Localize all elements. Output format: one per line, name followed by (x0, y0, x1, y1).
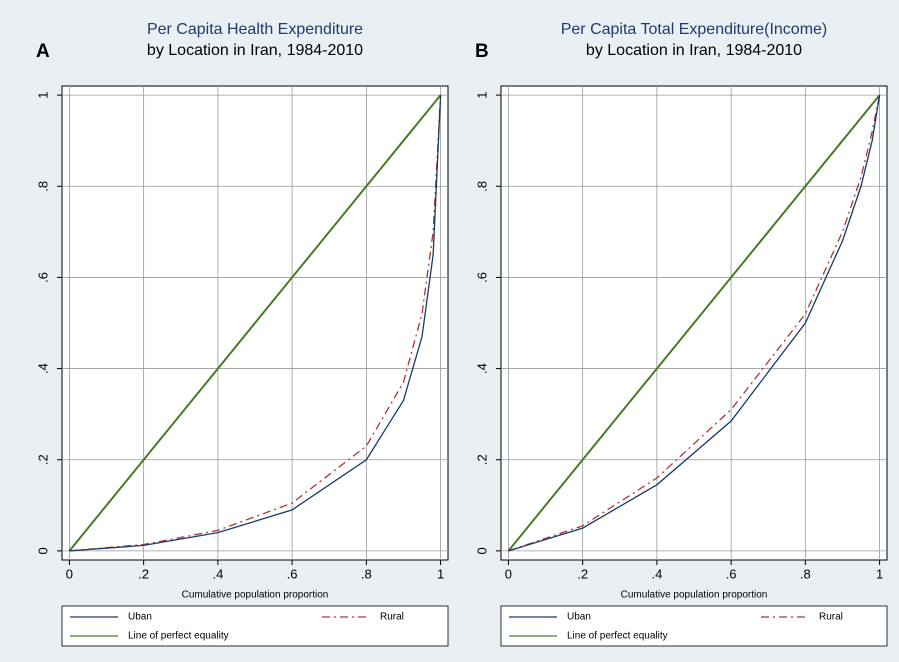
x-tick-label: .4 (651, 566, 662, 581)
legend-label: Rural (819, 612, 843, 623)
y-tick-label: 1 (35, 91, 50, 98)
legend-box (61, 605, 449, 647)
x-tick-label: .6 (287, 566, 298, 581)
chart-subtitle: by Location in Iran, 1984-2010 (586, 42, 802, 59)
line-series (69, 95, 442, 552)
legend-label: Line of perfect equality (128, 631, 229, 642)
y-tick-label: .4 (474, 363, 489, 374)
x-tick-label: .4 (212, 566, 223, 581)
chart-title: Per Capita Total Expenditure(Income) (561, 21, 828, 38)
line-series (68, 94, 442, 552)
y-tick-label: 0 (474, 547, 489, 554)
x-tick-label: .2 (577, 566, 588, 581)
x-tick-label: 1 (876, 566, 883, 581)
y-tick-label: 1 (474, 91, 489, 98)
legend-label: Rural (380, 612, 404, 623)
x-tick-label: 0 (66, 566, 73, 581)
x-tick-label: .6 (726, 566, 737, 581)
y-tick-label: 0 (35, 547, 50, 554)
panel-label: A (36, 41, 50, 62)
x-axis-label: Cumulative population proportion (621, 590, 768, 601)
y-tick-label: .2 (35, 454, 50, 465)
legend-box (500, 605, 888, 647)
y-tick-label: .8 (35, 181, 50, 192)
x-axis-label: Cumulative population proportion (182, 590, 329, 601)
legend-label: Uban (567, 612, 591, 623)
panel-label: B (475, 41, 489, 62)
chart-title: Per Capita Health Expenditure (147, 21, 363, 38)
line-series (507, 94, 881, 552)
x-tick-label: .2 (138, 566, 149, 581)
y-tick-label: .2 (474, 454, 489, 465)
x-tick-label: .8 (800, 566, 811, 581)
line-series (69, 95, 442, 552)
line-series (508, 95, 881, 552)
y-tick-label: .4 (35, 363, 50, 374)
chart-subtitle: by Location in Iran, 1984-2010 (147, 42, 363, 59)
y-tick-label: .8 (474, 181, 489, 192)
legend-label: Uban (128, 612, 152, 623)
x-tick-label: 0 (505, 566, 512, 581)
x-tick-label: 1 (437, 566, 444, 581)
x-tick-label: .8 (361, 566, 372, 581)
y-tick-label: .6 (35, 272, 50, 283)
legend-label: Line of perfect equality (567, 631, 668, 642)
y-tick-label: .6 (474, 272, 489, 283)
